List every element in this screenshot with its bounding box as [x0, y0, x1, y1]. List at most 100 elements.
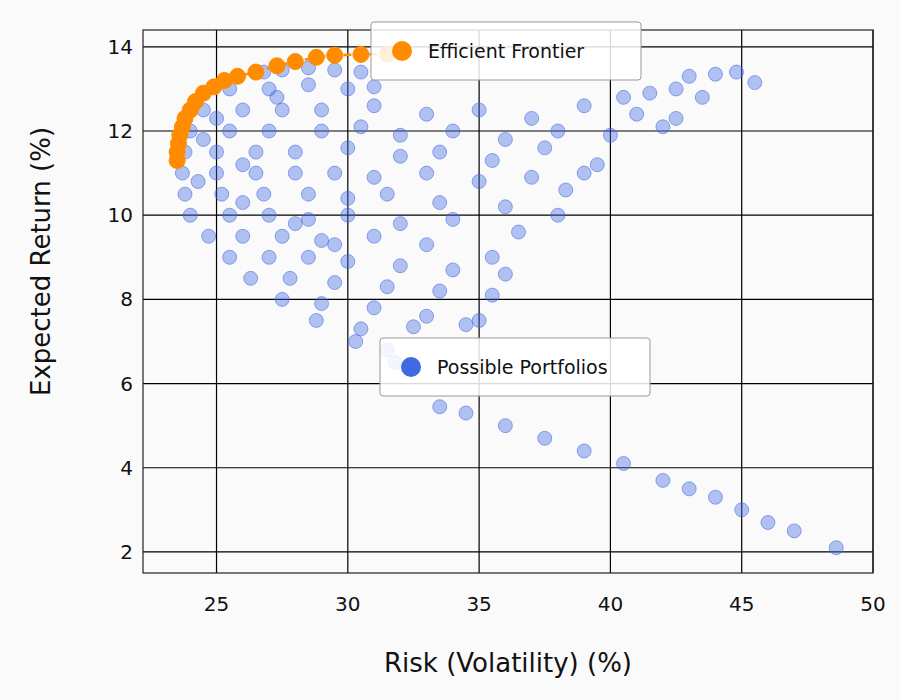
point [236, 103, 250, 117]
x-grid-line [741, 30, 742, 573]
point [735, 503, 749, 517]
point [178, 187, 192, 201]
point [183, 208, 197, 222]
y-axis-label: Expected Return (%) [26, 127, 56, 396]
point [354, 120, 368, 134]
point [498, 132, 512, 146]
point [257, 187, 271, 201]
point [485, 288, 499, 302]
x-axis-label: Risk (Volatility) (%) [384, 648, 632, 678]
point [512, 225, 526, 239]
point [729, 65, 743, 79]
point [275, 292, 289, 306]
y-grid-line [143, 551, 873, 552]
point [577, 444, 591, 458]
point [230, 68, 246, 84]
point [236, 158, 250, 172]
point [420, 309, 434, 323]
point [787, 524, 801, 538]
point [215, 187, 229, 201]
point [433, 400, 447, 414]
legend-label: Possible Portfolios [437, 356, 608, 378]
point [433, 145, 447, 159]
series-0 [175, 61, 843, 555]
point [669, 111, 683, 125]
point [630, 107, 644, 121]
point [525, 111, 539, 125]
x-grid-line [347, 30, 348, 573]
point [341, 255, 355, 269]
point [485, 153, 499, 167]
point [315, 103, 329, 117]
point [262, 250, 276, 264]
point [498, 419, 512, 433]
point [748, 76, 762, 90]
y-grid-line [143, 299, 873, 300]
y-tick-label: 4 [120, 456, 133, 480]
point [210, 111, 224, 125]
plot-marks [169, 46, 843, 555]
y-tick-label: 14 [108, 35, 133, 59]
legend-label: Efficient Frontier [428, 40, 584, 62]
x-tick-label: 35 [466, 592, 491, 616]
point [617, 90, 631, 104]
page: {"chart_data": { "type": "scatter", "x_l… [0, 0, 900, 700]
x-tick-label: 45 [729, 592, 754, 616]
point [498, 200, 512, 214]
point [393, 217, 407, 231]
point [210, 166, 224, 180]
point [708, 490, 722, 504]
point [669, 82, 683, 96]
point [354, 65, 368, 79]
grid [143, 30, 873, 573]
point [656, 120, 670, 134]
point [367, 170, 381, 184]
point [695, 90, 709, 104]
point [301, 212, 315, 226]
point [590, 158, 604, 172]
point [262, 208, 276, 222]
point [559, 183, 573, 197]
point [472, 175, 486, 189]
point [829, 541, 843, 555]
point [367, 229, 381, 243]
point [656, 473, 670, 487]
point [682, 69, 696, 83]
point [393, 259, 407, 273]
point [196, 132, 210, 146]
background [0, 0, 900, 700]
point [287, 54, 303, 70]
y-grid-line [143, 467, 873, 468]
point [301, 187, 315, 201]
legend: Efficient Frontier [371, 22, 641, 80]
y-tick-label: 10 [108, 203, 133, 227]
point [223, 208, 237, 222]
point [301, 250, 315, 264]
point [236, 229, 250, 243]
point [262, 124, 276, 138]
point [459, 318, 473, 332]
point [275, 103, 289, 117]
point [308, 49, 324, 65]
point [309, 313, 323, 327]
point [315, 124, 329, 138]
point [328, 63, 342, 77]
point [433, 284, 447, 298]
legend-marker [401, 357, 421, 377]
point [210, 145, 224, 159]
x-tick-label: 50 [860, 592, 885, 616]
point [603, 128, 617, 142]
tick-labels: 2530354045502468101214 [108, 35, 886, 616]
point [283, 271, 297, 285]
point [367, 301, 381, 315]
point [761, 515, 775, 529]
y-tick-label: 12 [108, 119, 133, 143]
plot-frame [143, 30, 873, 573]
point [498, 267, 512, 281]
point [577, 166, 591, 180]
point [682, 482, 696, 496]
point [459, 406, 473, 420]
legend-box [371, 22, 641, 80]
point [708, 67, 722, 81]
point [223, 250, 237, 264]
